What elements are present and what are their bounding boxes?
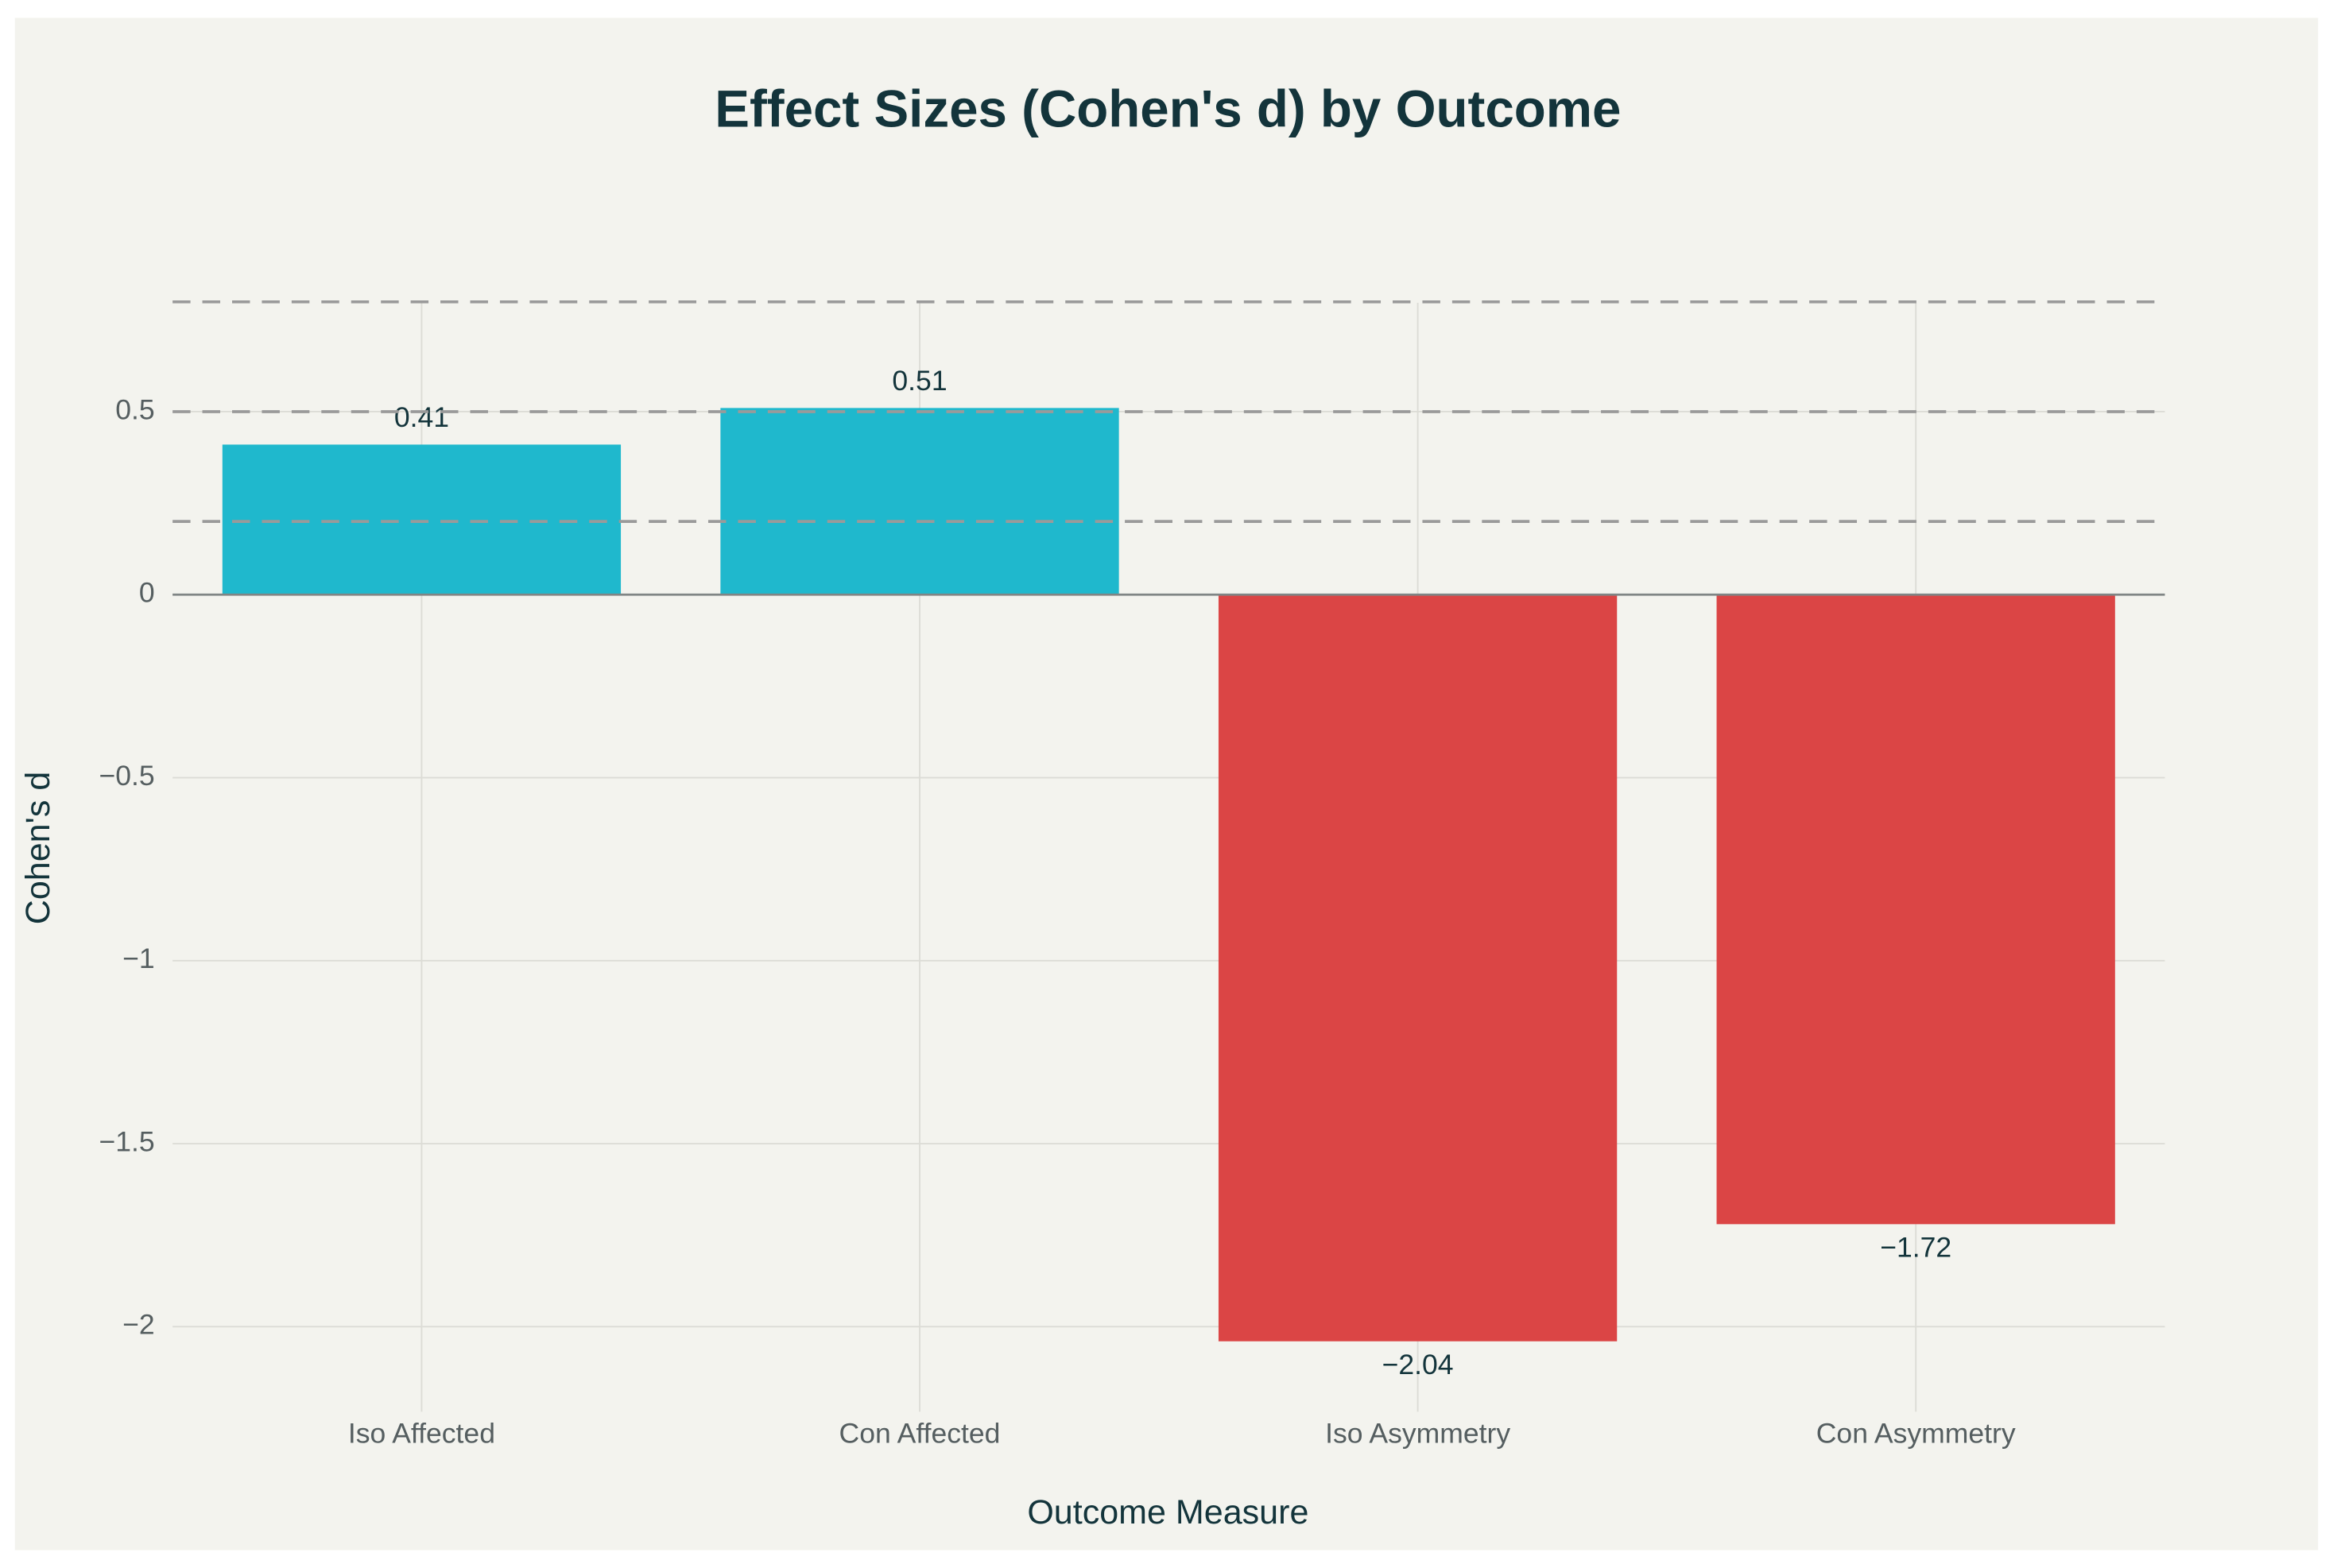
x-tick-label: Con Affected	[839, 1418, 1001, 1450]
bar	[720, 408, 1119, 595]
bar	[1716, 594, 2115, 1225]
x-tick-label: Iso Asymmetry	[1325, 1418, 1510, 1450]
y-tick-label: −0.5	[99, 760, 154, 792]
y-tick-label: −1.5	[99, 1125, 154, 1157]
y-axis-title: Cohen's d	[19, 772, 57, 925]
y-tick-label: 0.5	[115, 393, 154, 425]
x-axis-title: Outcome Measure	[1027, 1493, 1308, 1531]
data-label: −2.04	[1382, 1349, 1454, 1380]
y-tick-label: −1	[122, 943, 155, 974]
y-tick-label: 0	[139, 577, 155, 609]
y-tick-label: −2	[122, 1309, 155, 1341]
data-label: 0.51	[892, 365, 947, 397]
bar	[222, 444, 622, 595]
marks: Iso Affected 0.41 Con Affected 0.51 Iso Asym…	[172, 300, 2165, 1450]
bar	[1218, 594, 1618, 1342]
chart-title: Effect Sizes (Cohen's d) by Outcome	[715, 80, 1621, 138]
x-tick-label: Iso Affected	[348, 1418, 495, 1450]
data-label: 0.41	[394, 401, 449, 433]
data-label: −1.72	[1880, 1232, 1951, 1264]
x-tick-label: Con Asymmetry	[1816, 1418, 2016, 1450]
